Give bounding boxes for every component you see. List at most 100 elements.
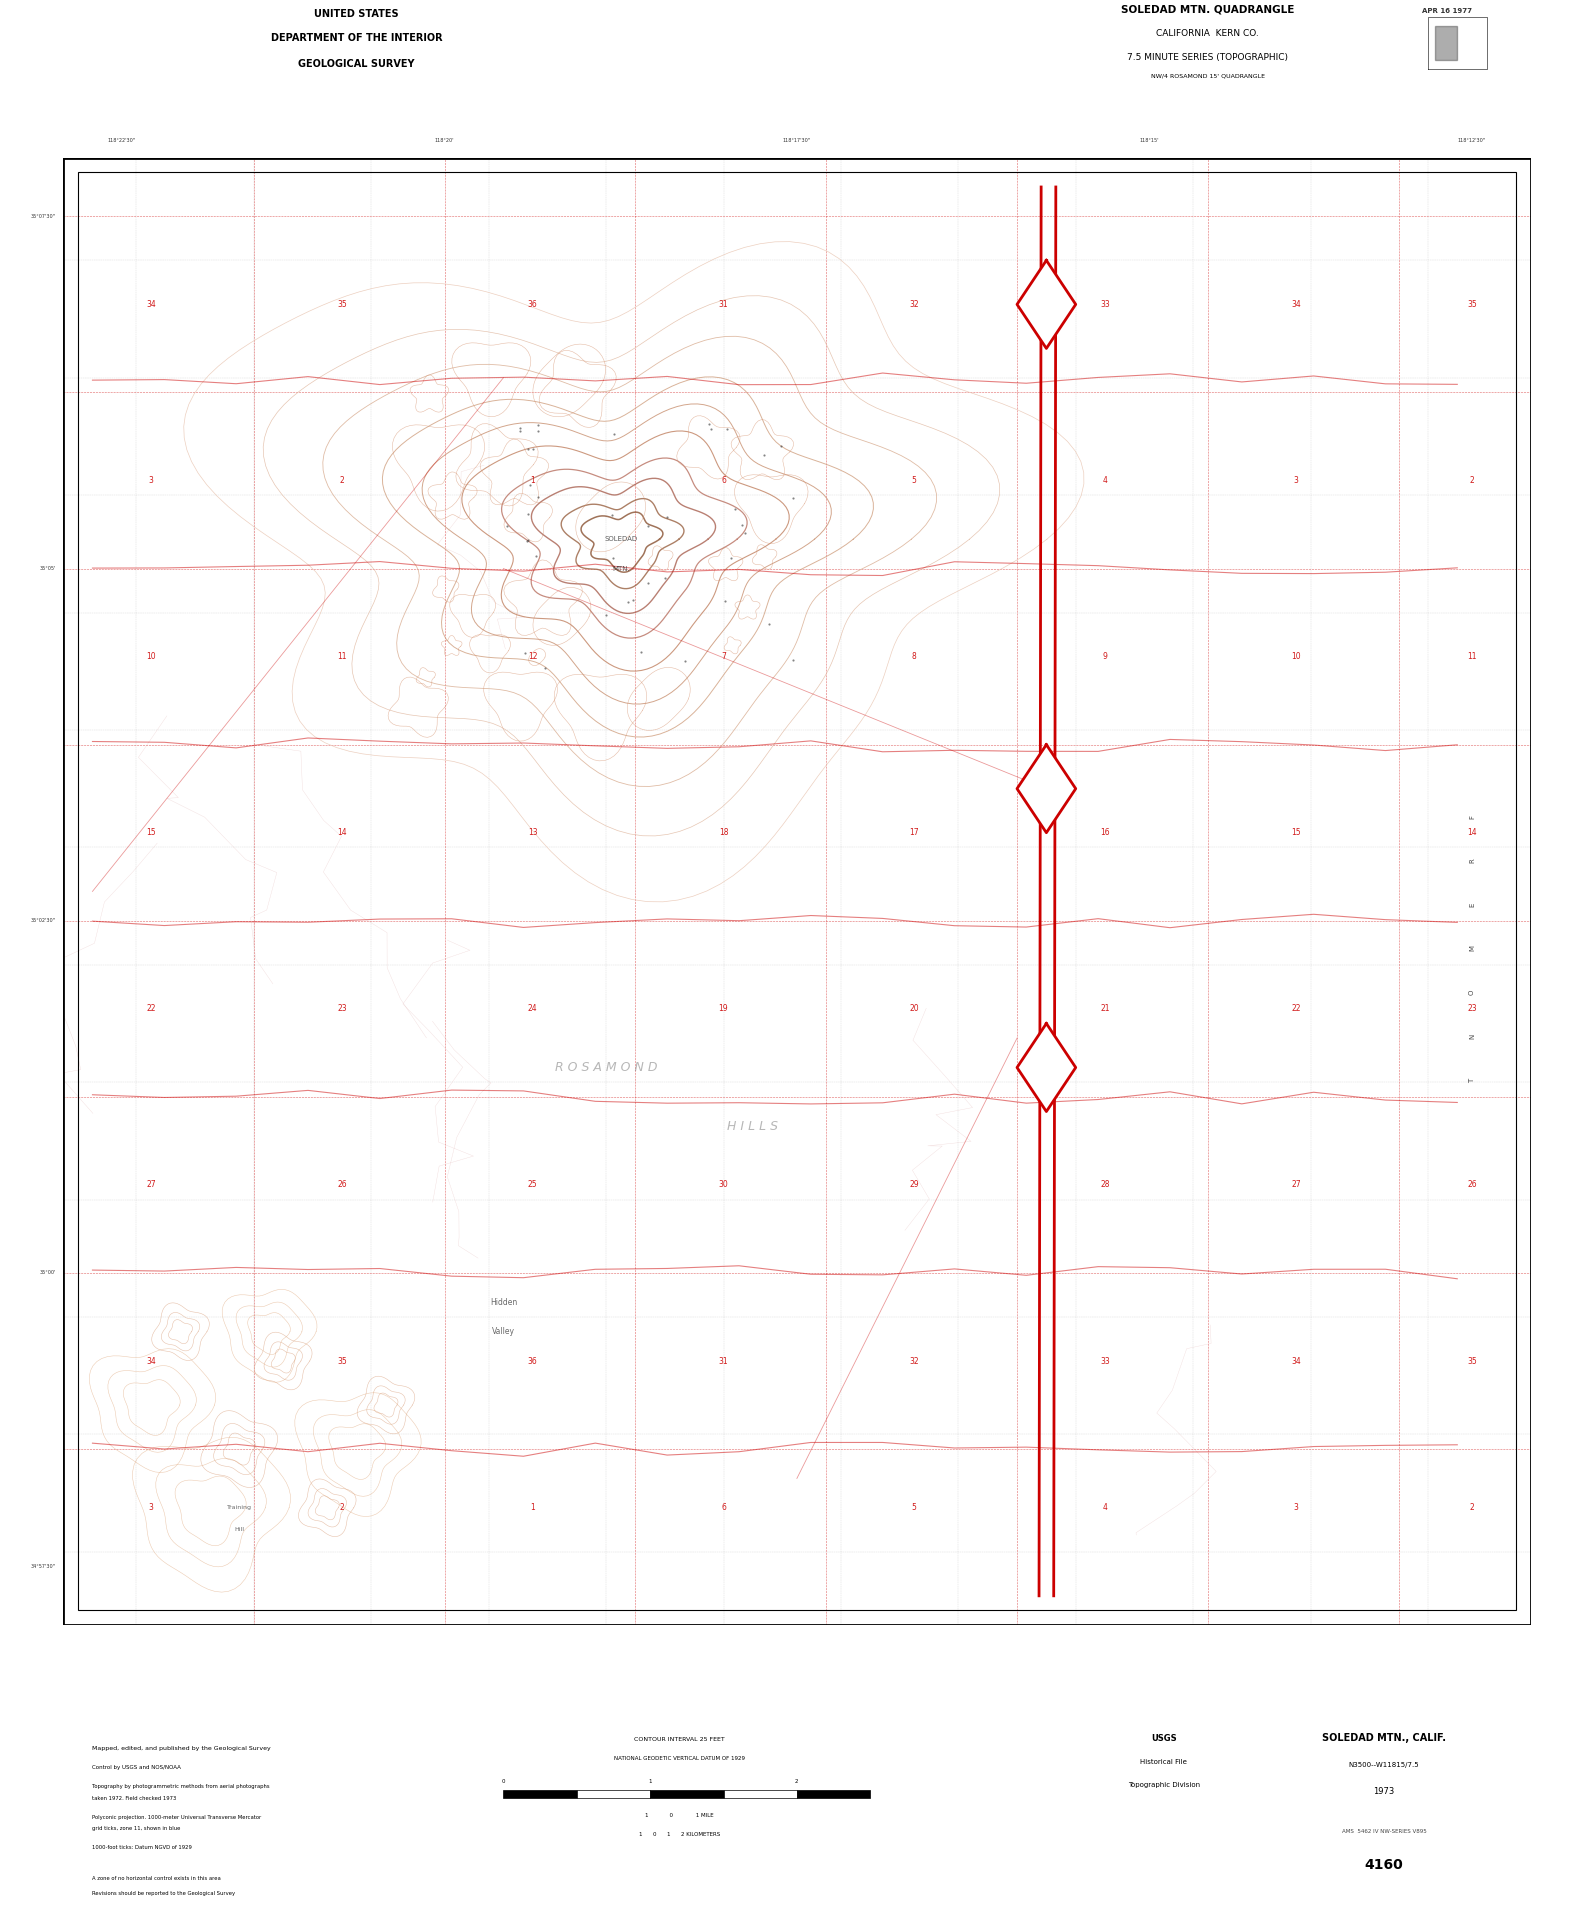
Text: 118°12'30": 118°12'30" bbox=[1458, 138, 1486, 144]
Polygon shape bbox=[1016, 1024, 1076, 1112]
Point bbox=[720, 543, 745, 573]
Point bbox=[636, 567, 661, 598]
Text: 26: 26 bbox=[338, 1181, 347, 1189]
Text: 19: 19 bbox=[718, 1005, 729, 1014]
Point bbox=[732, 518, 757, 548]
Text: 22: 22 bbox=[147, 1005, 156, 1014]
Text: APR 16 1977: APR 16 1977 bbox=[1422, 8, 1472, 13]
Text: UNITED STATES: UNITED STATES bbox=[314, 10, 399, 19]
Point bbox=[601, 543, 626, 573]
Text: 118°20': 118°20' bbox=[436, 138, 454, 144]
Polygon shape bbox=[1016, 261, 1076, 349]
Text: Valley: Valley bbox=[492, 1327, 514, 1336]
Bar bbox=[650, 1790, 723, 1798]
Text: R: R bbox=[1469, 859, 1475, 863]
Text: DEPARTMENT OF THE INTERIOR: DEPARTMENT OF THE INTERIOR bbox=[271, 33, 442, 44]
Text: 8: 8 bbox=[912, 652, 917, 661]
Point bbox=[518, 470, 543, 500]
Text: O: O bbox=[1469, 989, 1475, 995]
Point bbox=[593, 600, 619, 631]
Point bbox=[729, 510, 754, 541]
Point bbox=[781, 483, 806, 514]
Text: 27: 27 bbox=[1291, 1181, 1300, 1189]
Point bbox=[723, 495, 748, 525]
Text: 1      0      1      2 KILOMETERS: 1 0 1 2 KILOMETERS bbox=[639, 1833, 720, 1838]
Text: 35: 35 bbox=[338, 1357, 347, 1365]
Text: 6: 6 bbox=[721, 475, 726, 485]
Text: 4160: 4160 bbox=[1365, 1858, 1403, 1873]
Text: 35: 35 bbox=[338, 299, 347, 309]
Text: 4: 4 bbox=[1103, 1503, 1108, 1513]
Text: 1            0             1 MILE: 1 0 1 MILE bbox=[645, 1813, 713, 1819]
Text: 7: 7 bbox=[721, 652, 726, 661]
Text: 15: 15 bbox=[147, 828, 156, 838]
Text: 1973: 1973 bbox=[1373, 1787, 1395, 1796]
Text: 35°00': 35°00' bbox=[39, 1271, 55, 1275]
Text: SOLEDAD MTN. QUADRANGLE: SOLEDAD MTN. QUADRANGLE bbox=[1120, 6, 1294, 15]
Point bbox=[655, 500, 680, 531]
Text: 2: 2 bbox=[339, 475, 344, 485]
Text: M: M bbox=[1469, 945, 1475, 951]
Text: 13: 13 bbox=[529, 828, 538, 838]
Text: F: F bbox=[1469, 815, 1475, 819]
Text: H I L L S: H I L L S bbox=[727, 1120, 778, 1133]
Text: 118°17'30": 118°17'30" bbox=[783, 138, 811, 144]
Point bbox=[507, 412, 532, 443]
Point bbox=[513, 638, 538, 669]
Point bbox=[600, 498, 625, 529]
Text: 35°02'30": 35°02'30" bbox=[32, 918, 55, 924]
Text: E: E bbox=[1469, 903, 1475, 907]
Point bbox=[516, 498, 541, 529]
Text: 36: 36 bbox=[529, 1357, 538, 1365]
Text: 33: 33 bbox=[1100, 299, 1109, 309]
Point bbox=[652, 562, 677, 592]
Text: grid ticks, zone 11, shown in blue: grid ticks, zone 11, shown in blue bbox=[93, 1827, 181, 1831]
Text: 30: 30 bbox=[718, 1181, 729, 1189]
Text: Control by USGS and NOS/NOAA: Control by USGS and NOS/NOAA bbox=[93, 1766, 181, 1769]
Text: 118°22'30": 118°22'30" bbox=[107, 138, 136, 144]
Text: 7.5 MINUTE SERIES (TOPOGRAPHIC): 7.5 MINUTE SERIES (TOPOGRAPHIC) bbox=[1127, 54, 1288, 63]
Point bbox=[757, 610, 783, 640]
Text: 21: 21 bbox=[1100, 1005, 1109, 1014]
Point bbox=[672, 646, 697, 677]
Text: 11: 11 bbox=[1468, 652, 1477, 661]
Text: 118°15': 118°15' bbox=[1139, 138, 1158, 144]
Point bbox=[780, 644, 805, 675]
Text: 1: 1 bbox=[530, 1503, 535, 1513]
Text: Training: Training bbox=[227, 1505, 252, 1511]
Text: 14: 14 bbox=[1468, 828, 1477, 838]
Text: CONTOUR INTERVAL 25 FEET: CONTOUR INTERVAL 25 FEET bbox=[634, 1737, 724, 1743]
Point bbox=[514, 525, 540, 556]
Point bbox=[533, 654, 559, 684]
Text: 23: 23 bbox=[338, 1005, 347, 1014]
Text: Topography by photogrammetric methods from aerial photographs: Topography by photogrammetric methods fr… bbox=[93, 1785, 270, 1789]
Text: 35°05': 35°05' bbox=[39, 566, 55, 571]
Point bbox=[636, 510, 661, 541]
Text: 34: 34 bbox=[1291, 1357, 1300, 1365]
Point bbox=[494, 510, 519, 541]
Text: NW/4 ROSAMOND 15' QUADRANGLE: NW/4 ROSAMOND 15' QUADRANGLE bbox=[1150, 73, 1266, 79]
Text: 1: 1 bbox=[649, 1779, 652, 1785]
Text: 2: 2 bbox=[1469, 1503, 1474, 1513]
Text: Topographic Division: Topographic Division bbox=[1128, 1781, 1199, 1789]
Text: 25: 25 bbox=[529, 1181, 538, 1189]
Point bbox=[508, 416, 533, 447]
Text: 31: 31 bbox=[718, 1357, 729, 1365]
Point bbox=[525, 410, 551, 441]
Text: AMS  5462 IV NW-SERIES V895: AMS 5462 IV NW-SERIES V895 bbox=[1341, 1829, 1427, 1835]
Bar bbox=[723, 1790, 797, 1798]
Text: 35°07'30": 35°07'30" bbox=[32, 215, 55, 219]
Text: Hill: Hill bbox=[234, 1528, 245, 1532]
Point bbox=[628, 636, 653, 667]
Text: 11: 11 bbox=[338, 652, 347, 661]
Text: 2: 2 bbox=[339, 1503, 344, 1513]
Text: 2: 2 bbox=[795, 1779, 798, 1785]
Bar bbox=[578, 1790, 650, 1798]
Text: 4: 4 bbox=[1103, 475, 1108, 485]
Text: SOLEDAD MTN., CALIF.: SOLEDAD MTN., CALIF. bbox=[1322, 1733, 1445, 1743]
Text: 0: 0 bbox=[502, 1779, 505, 1785]
Text: 36: 36 bbox=[529, 299, 538, 309]
Polygon shape bbox=[1016, 744, 1076, 832]
Text: 33: 33 bbox=[1100, 1357, 1109, 1365]
Point bbox=[751, 439, 776, 470]
